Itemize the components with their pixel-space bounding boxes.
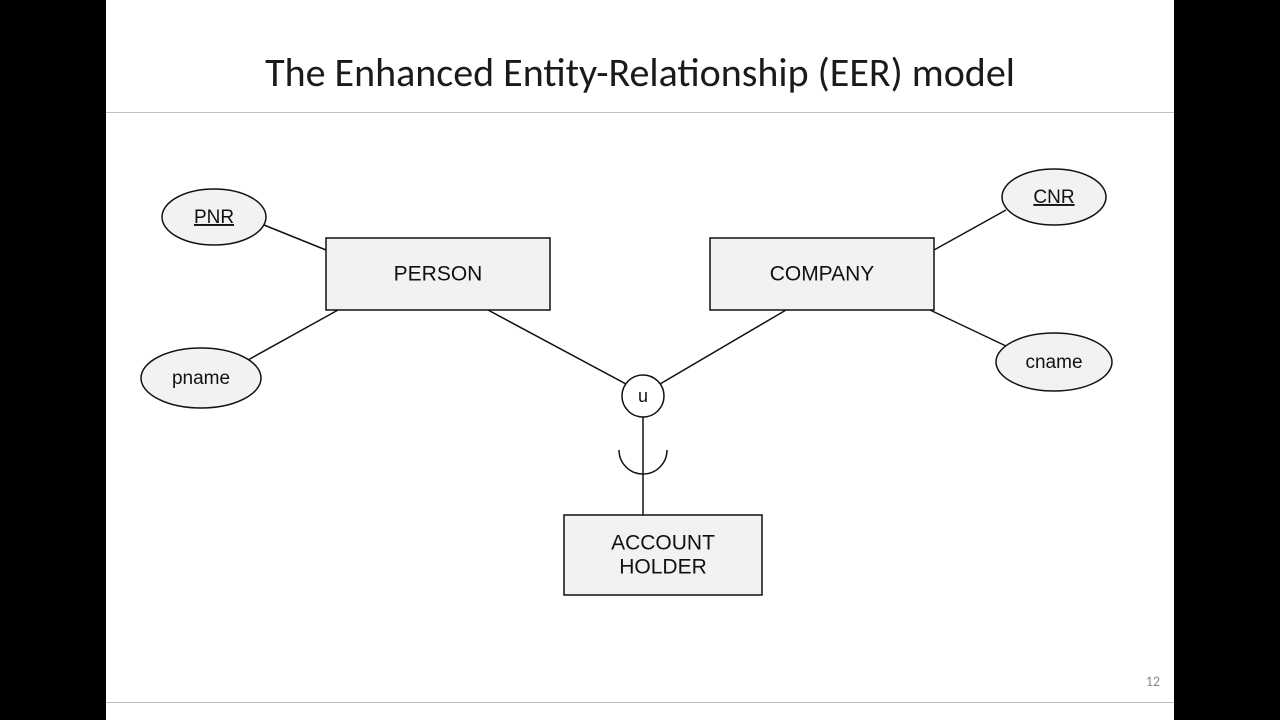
edge	[488, 310, 626, 384]
edge	[264, 225, 326, 250]
edge	[930, 310, 1006, 346]
eer-diagram: PERSON COMPANY ACCOUNTHOLDER PNR pname CNR cna…	[106, 0, 1174, 720]
union-label: u	[638, 386, 648, 406]
edge	[934, 210, 1006, 250]
attribute-label-cnr: CNR	[1033, 187, 1074, 208]
edge	[248, 310, 338, 360]
attribute-label-pnr: PNR	[194, 207, 234, 228]
entity-label-person: PERSON	[394, 263, 483, 286]
edge	[660, 310, 786, 384]
attribute-label-pname: pname	[172, 368, 230, 389]
attribute-label-cname: cname	[1025, 352, 1082, 373]
slide: The Enhanced Entity-Relationship (EER) m…	[106, 0, 1174, 720]
entity-label-account_holder-0: ACCOUNT	[611, 531, 715, 554]
entity-label-company: COMPANY	[770, 263, 875, 286]
entity-label-account_holder-1: HOLDER	[619, 556, 707, 579]
